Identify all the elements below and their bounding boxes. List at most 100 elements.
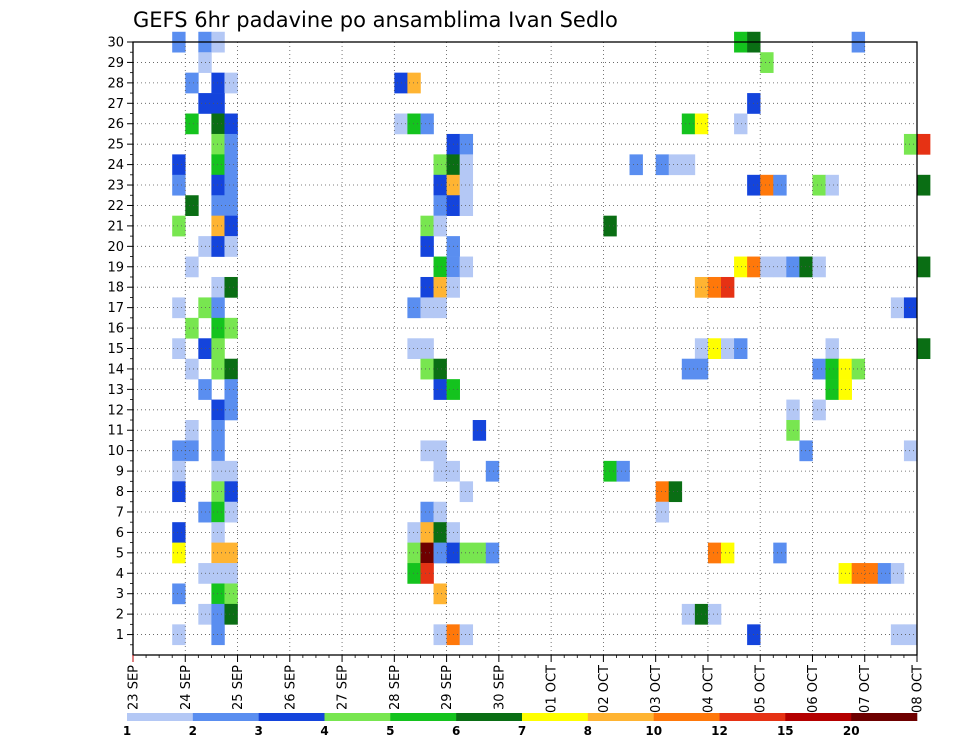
precip-cell: [707, 542, 722, 564]
precip-cell: [172, 440, 186, 462]
precip-cell: [185, 358, 199, 380]
precip-cell: [825, 338, 839, 360]
x-tick-label: 26 SEP: [283, 665, 298, 710]
precip-cell: [760, 256, 774, 278]
y-tick-label: 18: [107, 281, 124, 296]
precip-cell: [707, 603, 722, 625]
precip-cell: [616, 460, 630, 482]
precip-cell: [211, 399, 225, 421]
precip-cell: [407, 72, 421, 94]
y-tick-label: 3: [116, 587, 124, 602]
precip-cell: [825, 174, 839, 196]
x-tick-label: 30 SEP: [492, 665, 507, 710]
precip-cell: [172, 624, 186, 646]
colorbar-label: 15: [777, 724, 794, 738]
colorbar-label: 8: [584, 724, 592, 738]
precip-cell: [629, 154, 643, 176]
precip-cell: [485, 542, 500, 564]
precip-cell: [420, 522, 434, 543]
precip-cell: [211, 460, 225, 482]
chart-title: GEFS 6hr padavine po ansamblima Ivan Sed…: [133, 8, 618, 32]
colorbar-label: 4: [320, 724, 328, 738]
precip-cell: [433, 195, 447, 216]
precip-cell: [224, 583, 238, 605]
precip-cell: [211, 317, 225, 339]
y-tick-label: 8: [116, 485, 124, 500]
precip-cell: [825, 358, 839, 380]
y-tick-label: 22: [107, 199, 124, 214]
precip-cell: [211, 133, 225, 155]
precip-cell: [224, 379, 238, 400]
precip-cell: [172, 297, 186, 319]
precip-cell: [459, 256, 474, 278]
precip-cell: [655, 501, 670, 523]
precip-cell: [224, 399, 238, 421]
x-tick-label: 23 SEP: [127, 665, 142, 710]
precip-cell: [668, 154, 683, 176]
colorbar-label: 5: [386, 724, 394, 738]
precip-cell: [224, 236, 238, 257]
precip-cell: [603, 215, 617, 237]
precip-cell: [407, 338, 421, 360]
precip-cell: [433, 276, 447, 298]
precip-cell: [224, 501, 238, 523]
precipitation-cells: [172, 31, 931, 646]
precip-cell: [420, 358, 434, 380]
precip-cell: [459, 154, 474, 176]
precip-cell: [433, 624, 447, 646]
precip-cell: [825, 379, 839, 400]
y-tick-label: 14: [107, 362, 124, 377]
precip-cell: [707, 338, 722, 360]
y-tick-label: 1: [116, 628, 124, 643]
precip-cell: [224, 563, 238, 584]
precip-cell: [185, 317, 199, 339]
precip-cell: [211, 358, 225, 380]
precip-cell: [224, 358, 238, 380]
colorbar-label: 12: [711, 724, 728, 738]
precip-cell: [420, 542, 434, 564]
colorbar-segment: [192, 713, 259, 721]
colorbar-segment: [522, 713, 589, 721]
precip-cell: [433, 154, 447, 176]
precip-cell: [211, 440, 225, 462]
precip-cell: [224, 133, 238, 155]
colorbar-label: 3: [255, 724, 263, 738]
precip-cell: [224, 154, 238, 176]
y-tick-label: 19: [107, 260, 124, 275]
precip-cell: [407, 297, 421, 319]
y-tick-label: 20: [107, 240, 124, 255]
precip-cell: [459, 133, 474, 155]
y-tick-label: 10: [107, 444, 124, 459]
precip-cell: [877, 563, 892, 584]
precip-cell: [407, 522, 421, 543]
y-tick-label: 27: [107, 97, 124, 112]
y-tick-label: 9: [116, 465, 124, 480]
precip-cell: [799, 256, 813, 278]
precip-cell: [433, 501, 447, 523]
y-tick-label: 6: [116, 526, 124, 541]
precip-cell: [172, 481, 186, 503]
precip-cell: [211, 195, 225, 216]
precip-cell: [224, 603, 238, 625]
y-tick-label: 30: [107, 36, 124, 51]
precip-cell: [721, 338, 735, 360]
precip-cell: [211, 236, 225, 257]
precip-cell: [185, 440, 199, 462]
y-tick-label: 21: [107, 219, 124, 234]
y-tick-label: 25: [107, 138, 124, 153]
precip-cell: [655, 154, 670, 176]
precip-cell: [224, 195, 238, 216]
y-tick-label: 4: [116, 567, 124, 582]
precip-cell: [864, 563, 879, 584]
colorbar-label: 10: [645, 724, 662, 738]
precip-cell: [211, 297, 225, 319]
x-tick-label: 08 OCT: [911, 665, 926, 713]
precip-cell: [903, 440, 918, 462]
x-tick-label: 07 OCT: [858, 665, 873, 713]
precip-cell: [172, 542, 186, 564]
precip-cell: [420, 338, 434, 360]
precip-cell: [185, 195, 199, 216]
precip-cell: [721, 276, 735, 298]
precip-cell: [433, 522, 447, 543]
